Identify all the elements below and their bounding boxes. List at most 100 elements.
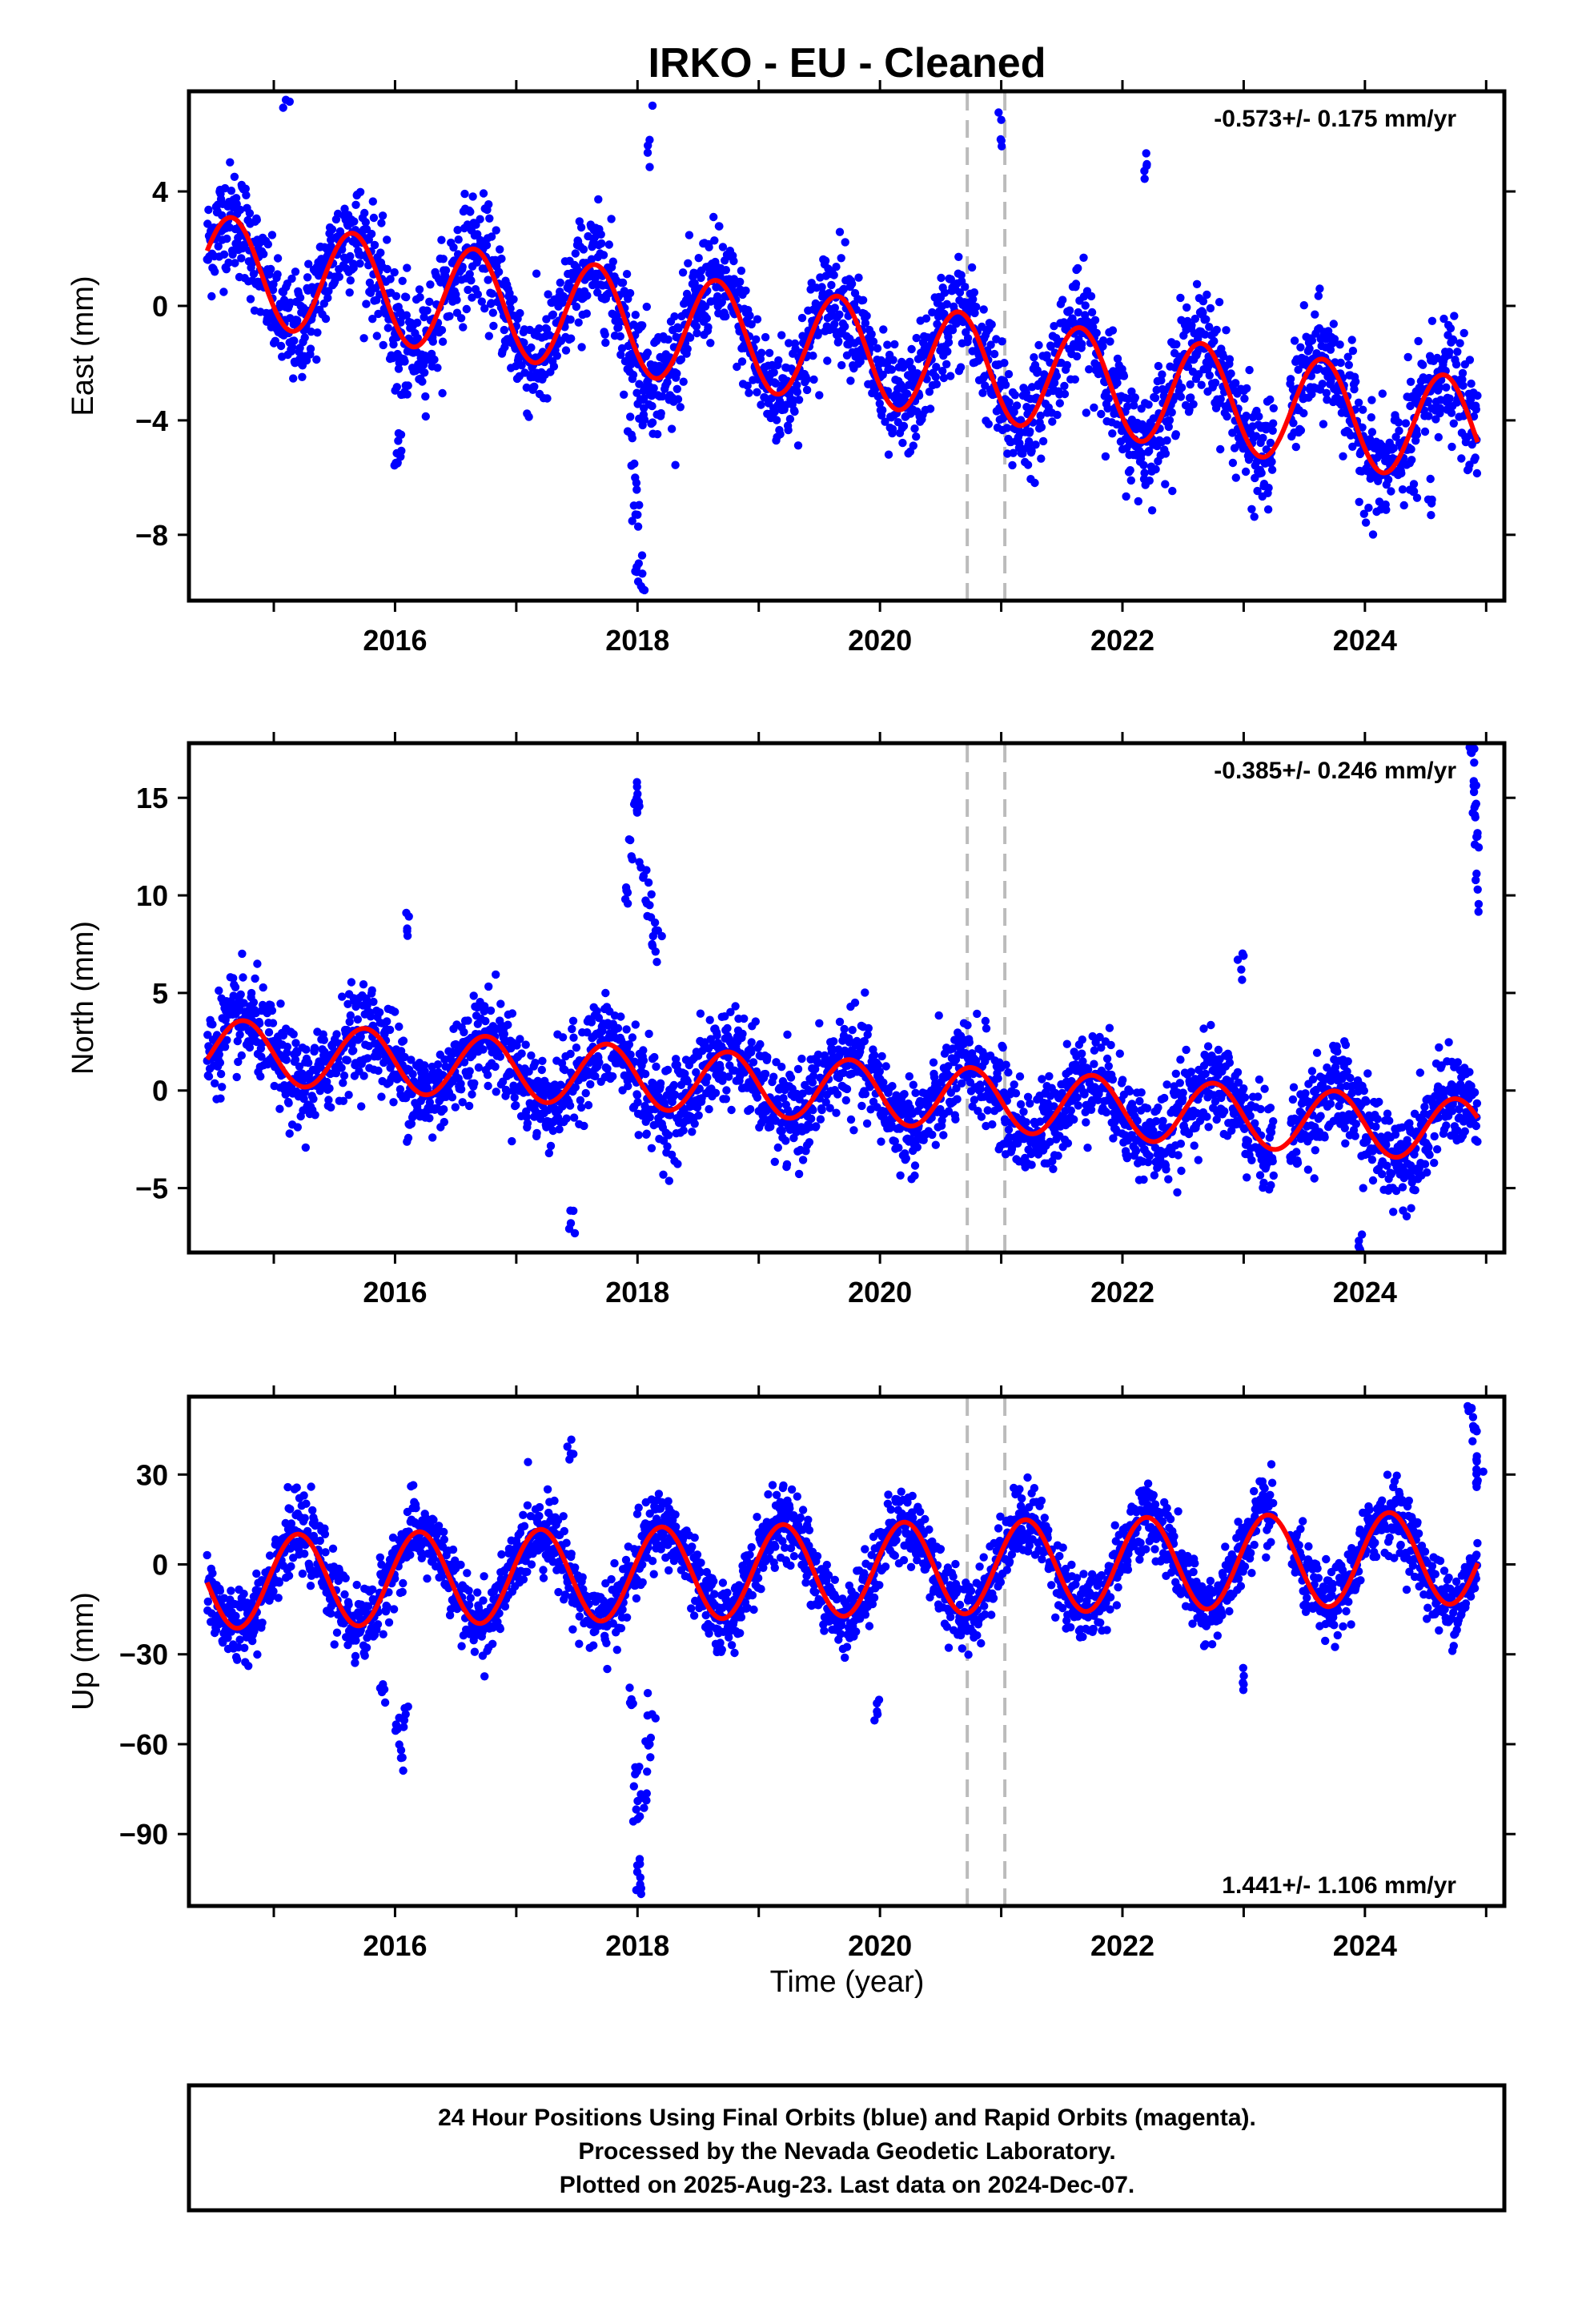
daily-point xyxy=(368,315,377,324)
daily-point xyxy=(532,269,541,278)
daily-point xyxy=(683,344,692,353)
daily-point xyxy=(649,384,658,392)
daily-point xyxy=(267,1006,277,1015)
daily-point xyxy=(1070,375,1080,384)
daily-point xyxy=(875,1067,885,1076)
daily-point xyxy=(1267,457,1276,466)
daily-point xyxy=(482,241,492,250)
daily-point xyxy=(1052,372,1062,380)
daily-point xyxy=(346,276,355,285)
daily-point xyxy=(1060,389,1070,399)
daily-point xyxy=(1055,399,1065,408)
daily-point xyxy=(293,1123,302,1132)
daily-point xyxy=(1296,426,1306,435)
daily-point xyxy=(299,1094,308,1104)
daily-point xyxy=(721,312,730,321)
daily-point xyxy=(982,1024,991,1033)
daily-point xyxy=(1450,312,1459,320)
outlier-point xyxy=(391,386,400,395)
y-axis-label: East (mm) xyxy=(66,275,100,416)
daily-point xyxy=(1268,426,1277,435)
outlier-point xyxy=(643,148,652,157)
daily-point xyxy=(1439,314,1448,324)
daily-point xyxy=(821,1098,830,1107)
daily-point xyxy=(692,322,701,331)
daily-point xyxy=(1031,440,1040,449)
daily-point xyxy=(805,1138,814,1147)
daily-point xyxy=(362,300,371,308)
daily-point xyxy=(648,401,656,411)
daily-point xyxy=(402,292,411,302)
daily-point xyxy=(967,263,977,272)
daily-point xyxy=(688,1128,697,1136)
daily-point xyxy=(1212,325,1221,335)
outlier-point xyxy=(1427,495,1436,505)
daily-point xyxy=(357,1102,366,1111)
daily-point xyxy=(809,1072,818,1080)
daily-point xyxy=(1104,394,1114,403)
seasonal-fit-curve xyxy=(204,215,1480,476)
daily-point xyxy=(663,1065,673,1075)
daily-point xyxy=(1078,340,1086,348)
daily-point xyxy=(658,392,667,401)
daily-point xyxy=(327,1103,335,1112)
daily-point xyxy=(1108,429,1117,438)
daily-point xyxy=(1078,1057,1087,1066)
daily-point xyxy=(1289,419,1298,428)
daily-point xyxy=(692,1068,701,1077)
daily-point xyxy=(794,396,804,404)
outlier-point xyxy=(997,136,1006,145)
daily-point xyxy=(785,339,793,348)
daily-point xyxy=(958,1079,966,1088)
daily-point xyxy=(671,460,680,469)
daily-point xyxy=(877,1137,885,1146)
daily-point xyxy=(377,219,386,227)
outlier-point xyxy=(632,485,641,494)
daily-point xyxy=(378,211,387,220)
daily-point xyxy=(1090,403,1098,412)
daily-point xyxy=(813,328,823,337)
daily-point xyxy=(1435,383,1444,392)
daily-point xyxy=(491,1062,500,1072)
daily-point xyxy=(627,360,636,369)
daily-point xyxy=(1025,437,1034,446)
daily-point xyxy=(468,1090,476,1099)
daily-point xyxy=(1434,432,1443,442)
daily-point xyxy=(1210,336,1219,346)
daily-point xyxy=(756,1039,765,1049)
daily-point xyxy=(1125,1087,1134,1096)
daily-point xyxy=(1126,466,1134,475)
daily-point xyxy=(345,1017,354,1027)
daily-point xyxy=(988,1120,997,1129)
daily-point xyxy=(369,213,379,223)
daily-point xyxy=(1299,301,1309,310)
daily-point xyxy=(346,1011,355,1020)
daily-point xyxy=(1168,486,1177,496)
daily-point xyxy=(683,1077,692,1086)
daily-positions xyxy=(203,91,1482,595)
daily-point xyxy=(653,430,662,439)
daily-point xyxy=(1364,503,1373,513)
daily-point xyxy=(944,1062,953,1071)
daily-point xyxy=(1223,412,1231,421)
daily-point xyxy=(965,1038,974,1047)
daily-point xyxy=(628,370,638,380)
daily-point xyxy=(911,1088,920,1098)
daily-point xyxy=(830,320,839,328)
outlier-point xyxy=(1142,149,1150,158)
daily-point xyxy=(510,1093,519,1102)
daily-point xyxy=(1097,1043,1106,1052)
daily-point xyxy=(306,344,315,353)
daily-point xyxy=(887,365,897,374)
daily-point xyxy=(932,380,942,388)
daily-point xyxy=(1037,423,1046,432)
daily-point xyxy=(1065,1067,1074,1076)
daily-point xyxy=(1130,393,1140,402)
daily-point xyxy=(667,424,677,433)
daily-point xyxy=(375,1008,384,1017)
daily-point xyxy=(1192,279,1202,288)
daily-point xyxy=(601,338,610,348)
daily-point xyxy=(1330,335,1339,344)
daily-point xyxy=(591,1072,600,1081)
